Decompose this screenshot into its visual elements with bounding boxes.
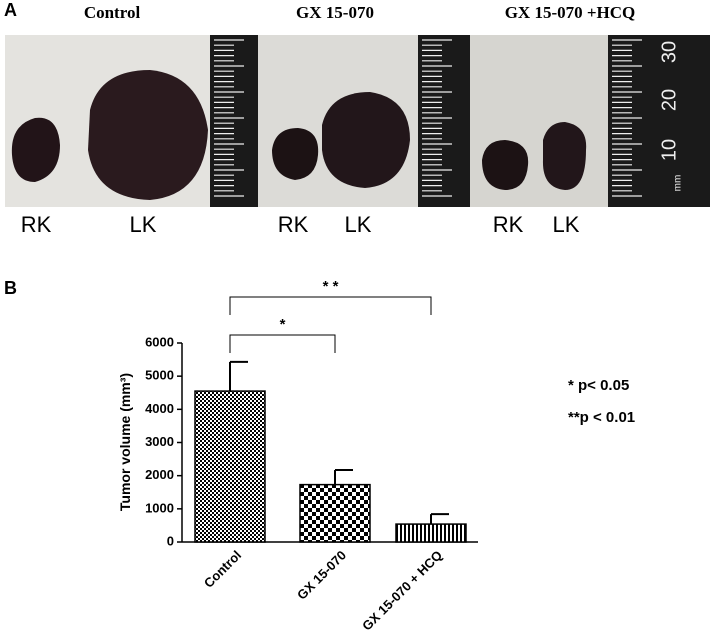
panel-label: B <box>4 278 17 298</box>
kidney-label: RK <box>278 212 309 237</box>
bar <box>194 390 266 543</box>
bar <box>299 483 371 543</box>
y-axis-label: Tumor volume (mm³) <box>117 373 133 511</box>
y-tick-label: 0 <box>167 533 174 548</box>
kidney-label: RK <box>493 212 524 237</box>
ruler-label: 30 <box>658 41 680 63</box>
kidney-label: LK <box>130 212 157 237</box>
significance-bracket <box>229 334 336 353</box>
y-tick-label: 1000 <box>145 500 174 515</box>
kidney-label: RK <box>21 212 52 237</box>
note: * p< 0.05 <box>568 377 629 394</box>
y-tick-label: 6000 <box>145 334 174 349</box>
ruler-label: mm <box>673 175 684 192</box>
panel-title: GX 15-070 +HCQ <box>505 3 636 22</box>
significance-label: * * <box>323 278 339 295</box>
ruler-label: 20 <box>658 89 680 111</box>
bar <box>395 523 467 543</box>
x-tick-label: GX 15-070 <box>294 548 349 603</box>
y-tick-label: 3000 <box>145 434 174 449</box>
ruler-label: 10 <box>658 139 680 161</box>
panel-title: Control <box>84 3 141 22</box>
y-tick-label: 2000 <box>145 467 174 482</box>
kidney-label: LK <box>553 212 580 237</box>
x-tick-label: GX 15-070 + HCQ <box>359 548 445 634</box>
x-tick-label: Control <box>201 548 244 591</box>
significance-label: * <box>280 316 286 333</box>
kidney-label: LK <box>345 212 372 237</box>
significance-bracket <box>229 296 432 315</box>
note: **p < 0.01 <box>568 409 635 426</box>
panel-title: GX 15-070 <box>296 3 374 22</box>
panel-label: A <box>4 0 17 20</box>
photo <box>5 35 710 207</box>
y-tick-label: 4000 <box>145 401 174 416</box>
y-tick-label: 5000 <box>145 368 174 383</box>
